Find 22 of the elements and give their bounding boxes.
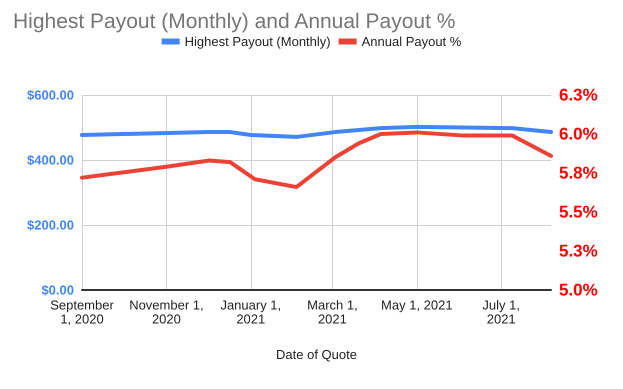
y2-tick-label: 6.0% (559, 124, 598, 144)
y-tick-label: $400.00 (27, 152, 74, 168)
y-tick-label: $600.00 (27, 88, 74, 102)
x-tick-label: May 1, 2021 (381, 298, 453, 312)
y2-tick-label: 5.0% (559, 280, 598, 300)
legend-label: Annual Payout % (362, 34, 462, 49)
line-series (80, 130, 553, 190)
y2-tick-label: 6.3% (559, 86, 598, 104)
y2-tick-label: 5.8% (559, 164, 598, 182)
line-series (80, 124, 553, 139)
x-tick-label: November 1, 2020 (129, 298, 204, 326)
chart-title: Highest Payout (Monthly) and Annual Payout % (13, 10, 456, 33)
x-tick-label: March 1, 2021 (307, 298, 358, 326)
y2-tick-label: 5.5% (559, 202, 598, 222)
x-tick-label: September 1, 2020 (50, 298, 114, 326)
y-tick-label: $200.00 (27, 218, 74, 232)
x-tick-label: January 1, 2021 (220, 298, 282, 326)
y2-tick-label: 5.3% (559, 242, 598, 260)
x-tick-label: July 1, 2021 (482, 298, 520, 326)
legend-label: Highest Payout (Monthly) (184, 34, 331, 49)
y-tick-label: $0.00 (41, 282, 74, 298)
x-axis-title: Date of Quote (276, 347, 357, 362)
